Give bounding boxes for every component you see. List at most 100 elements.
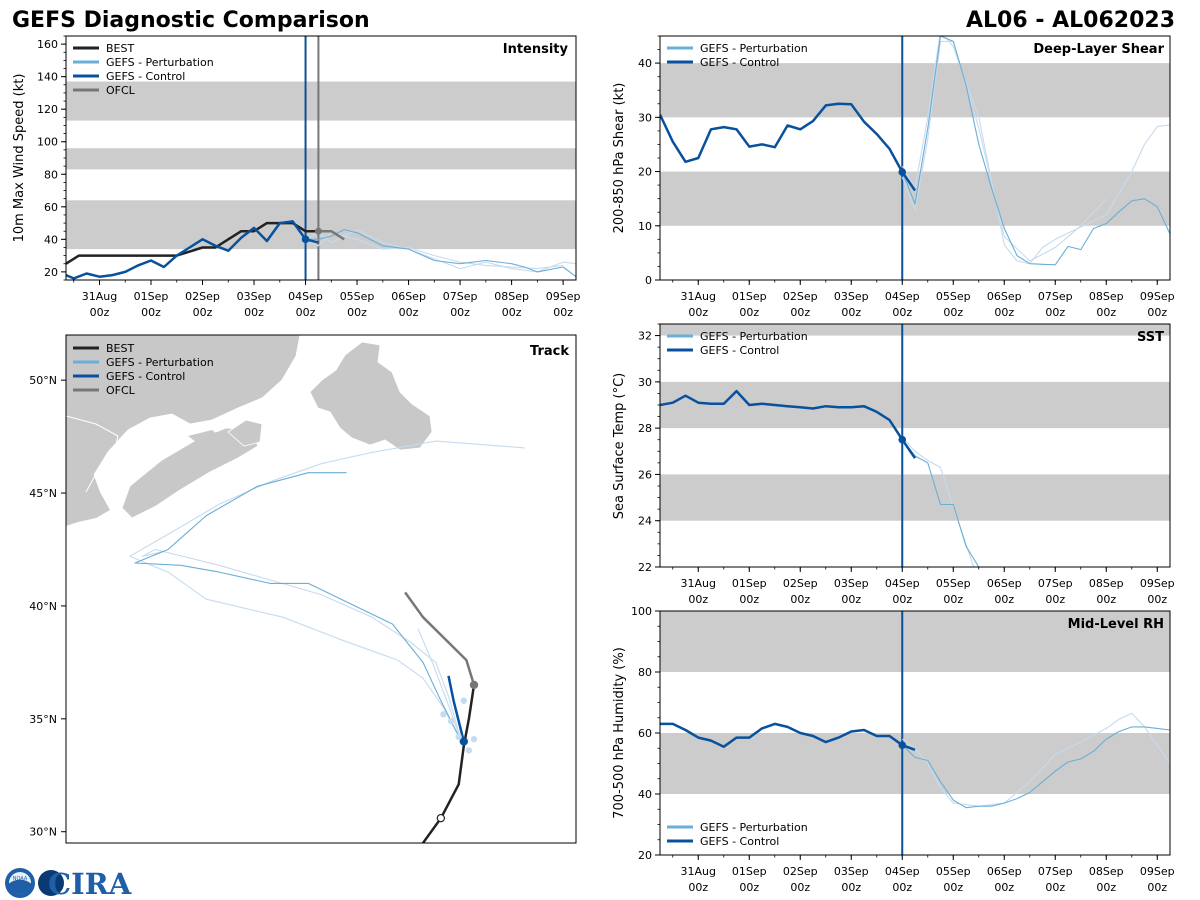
intensity-legend-label-best: BEST (106, 42, 134, 55)
intensity-ytick-label: 40 (44, 233, 58, 246)
shear-xtick-label-hour: 00z (1147, 306, 1167, 319)
rh-xtick-label-date: 04Sep (885, 865, 920, 878)
intensity-xtick-label-date: 06Sep (391, 290, 426, 303)
intensity-ytick-label: 160 (37, 38, 58, 51)
shear-xtick-label-date: 09Sep (1140, 290, 1175, 303)
shear-xtick-label-date: 31Aug (681, 290, 716, 303)
rh-xtick-label-date: 08Sep (1089, 865, 1124, 878)
shear-ytick-label: 40 (638, 57, 652, 70)
sst-xtick-label-hour: 00z (1045, 593, 1065, 606)
land-newfoundland (309, 341, 433, 451)
sst-xtick-label-date: 02Sep (783, 577, 818, 590)
intensity-band (66, 148, 576, 170)
sst-ytick-label: 30 (638, 376, 652, 389)
rh-xtick-label-hour: 00z (841, 881, 861, 894)
shear-panel: 0 10 20 30 40 31Aug 00z 01Sep 00z 02Sep 00z 03Sep 0… (612, 35, 1175, 319)
track-line-light (417, 628, 462, 742)
intensity-ofcl-marker (314, 227, 322, 235)
rh-line-control (660, 722, 916, 751)
track-title: Track (530, 344, 569, 359)
track-ytick-label: 30°N (29, 826, 57, 839)
rh-xtick-label-hour: 00z (1147, 881, 1167, 894)
rh-xtick-label-hour: 00z (790, 881, 810, 894)
shear-band (660, 171, 1170, 226)
land-pei (188, 430, 220, 442)
sst-ytick-label: 24 (638, 515, 652, 528)
shear-xtick-label-hour: 00z (841, 306, 861, 319)
sst-band (660, 324, 1170, 336)
rh-xtick-label-hour: 00z (1096, 881, 1116, 894)
intensity-xtick-label-hour: 00z (553, 306, 573, 319)
sst-xtick-label-date: 05Sep (936, 577, 971, 590)
intensity-line-light (305, 232, 564, 270)
rh-band (660, 611, 1170, 672)
track-ensemble-dot (447, 717, 455, 725)
noaa-logo-text: NOAA (13, 876, 28, 882)
rh-panel: 20 40 60 80 100 31Aug 00z 01Sep 00z 02Sep 00z 03Se… (612, 605, 1175, 894)
intensity-ylabel: 10m Max Wind Speed (kt) (12, 74, 27, 243)
sst-line-light (901, 437, 975, 567)
sst-xtick-label-date: 09Sep (1140, 577, 1175, 590)
track-legend-label-gefs-control: GEFS - Control (106, 370, 185, 383)
rh-xtick-label-hour: 00z (688, 881, 708, 894)
shear-xtick-label-date: 04Sep (885, 290, 920, 303)
intensity-init-marker (301, 235, 310, 244)
sst-xtick-label-date: 08Sep (1089, 577, 1124, 590)
sst-ytick-label: 22 (638, 561, 652, 574)
track-ytick-label: 35°N (29, 713, 57, 726)
track-line-best (421, 684, 476, 843)
shear-ylabel: 200-850 hPa Shear (kt) (612, 83, 627, 234)
intensity-ytick-label: 60 (44, 201, 58, 214)
rh-init-marker (898, 741, 907, 749)
shear-ytick-label: 0 (645, 274, 652, 287)
intensity-line-control (66, 220, 319, 280)
rh-ylabel: 700-500 hPa Humidity (%) (612, 647, 627, 819)
rh-xtick-label-date: 03Sep (834, 865, 869, 878)
rh-ytick-label: 80 (638, 666, 652, 679)
sst-xtick-label-hour: 00z (943, 593, 963, 606)
intensity-xtick-label-date: 09Sep (546, 290, 581, 303)
sst-legend-label-gefs-perturbation: GEFS - Perturbation (700, 330, 808, 343)
shear-xtick-label-date: 01Sep (732, 290, 767, 303)
rh-ytick-label: 40 (638, 788, 652, 801)
track-line-light (141, 548, 462, 742)
sst-line-control (660, 389, 917, 459)
intensity-xtick-label-date: 05Sep (340, 290, 375, 303)
track-map (66, 335, 576, 843)
rh-xtick-label-hour: 00z (739, 881, 759, 894)
intensity-xtick-label-date: 31Aug (82, 290, 117, 303)
sst-xtick-label-date: 31Aug (681, 577, 716, 590)
intensity-xtick-label-hour: 00z (399, 306, 419, 319)
intensity-xtick-label-date: 08Sep (494, 290, 529, 303)
rh-ytick-label: 100 (631, 605, 652, 618)
intensity-legend-label-gefs-perturbation: GEFS - Perturbation (106, 56, 214, 69)
rh-line-perturbation (901, 726, 1170, 809)
shear-xtick-label-hour: 00z (892, 306, 912, 319)
sst-xtick-label-date: 07Sep (1038, 577, 1073, 590)
shear-ytick-label: 20 (638, 166, 652, 179)
rh-xtick-label-date: 06Sep (987, 865, 1022, 878)
sst-ytick-label: 26 (638, 468, 652, 481)
intensity-line-ofcl (318, 229, 345, 241)
intensity-xtick-label-hour: 00z (141, 306, 161, 319)
track-marker-ofcl (469, 680, 479, 690)
sst-panel: 22 24 26 28 30 32 31Aug 00z 01Sep 00z 02Sep 00z 03S… (612, 323, 1175, 606)
intensity-xtick-label-hour: 00z (296, 306, 316, 319)
intensity-line-light (305, 229, 576, 273)
shear-xtick-label-date: 07Sep (1038, 290, 1073, 303)
intensity-ytick-label: 20 (44, 266, 58, 279)
sst-init-marker (898, 435, 907, 444)
intensity-xtick-label-hour: 00z (90, 306, 110, 319)
shear-legend-label-gefs-perturbation: GEFS - Perturbation (700, 42, 808, 55)
intensity-band (66, 200, 576, 250)
intensity-ytick-label: 120 (37, 103, 58, 116)
rh-xtick-label-date: 31Aug (681, 865, 716, 878)
intensity-xtick-label-hour: 00z (450, 306, 470, 319)
sst-xtick-label-hour: 00z (739, 593, 759, 606)
track-init-marker (460, 737, 468, 746)
intensity-ytick-label: 80 (44, 168, 58, 181)
